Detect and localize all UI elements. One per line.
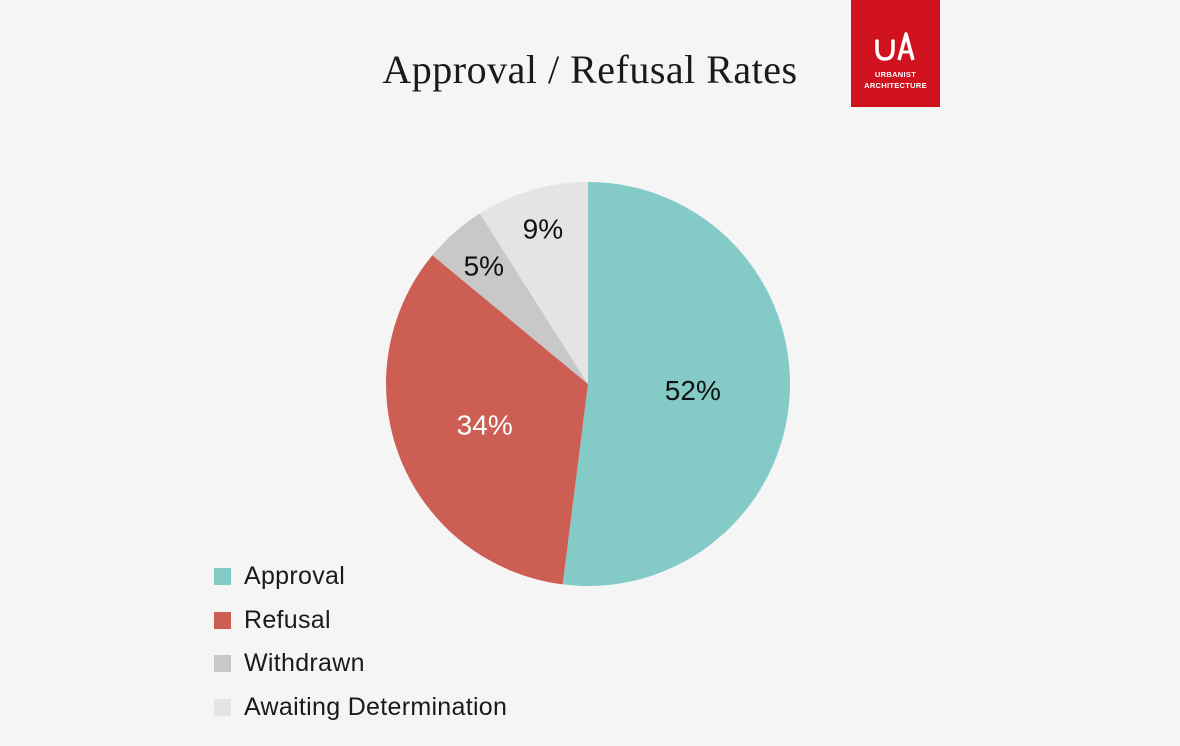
legend-label: Awaiting Determination — [244, 692, 508, 721]
legend-label: Withdrawn — [244, 649, 365, 678]
legend-item-approval: Approval — [214, 555, 507, 599]
legend-item-withdrawn: Withdrawn — [214, 642, 507, 686]
logo-line-1: URBANIST — [874, 70, 917, 79]
slice-label-awaiting-determination: 9% — [523, 213, 563, 244]
legend-item-awaiting-determination: Awaiting Determination — [214, 686, 507, 730]
legend-label: Approval — [244, 562, 346, 591]
chart-title: Approval / Refusal Rates — [382, 47, 798, 92]
legend-item-refusal: Refusal — [214, 599, 507, 643]
pie-slice-withdrawn — [432, 213, 588, 384]
pie-slice-refusal — [386, 255, 588, 585]
legend-label: Refusal — [244, 605, 331, 634]
legend: Approval Refusal Withdrawn Awaiting Determi… — [214, 555, 507, 729]
pie-slice-awaiting-determination — [479, 182, 588, 384]
legend-swatch — [214, 698, 231, 716]
legend-swatch — [214, 655, 231, 673]
ua-monogram-icon — [875, 32, 915, 61]
logo-line-2: ARCHITECTURE — [864, 81, 927, 90]
slice-label-approval: 52% — [665, 375, 721, 406]
legend-swatch — [214, 611, 231, 629]
slice-label-withdrawn: 5% — [464, 250, 504, 281]
logo-wordmark: URBANIST ARCHITECTURE — [851, 69, 940, 91]
urbanist-architecture-logo: URBANIST ARCHITECTURE — [851, 0, 940, 107]
legend-swatch — [214, 568, 231, 586]
pie-slice-approval — [562, 182, 790, 586]
slice-label-refusal: 34% — [457, 409, 513, 440]
